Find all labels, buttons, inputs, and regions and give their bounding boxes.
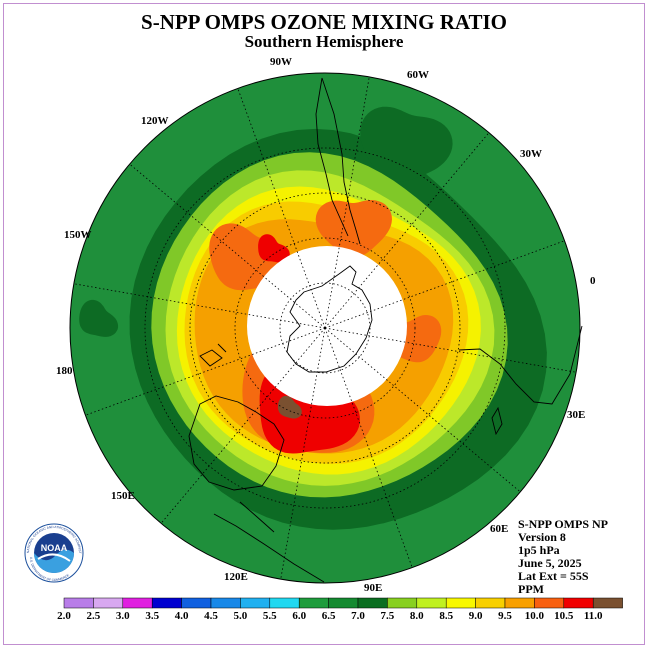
africa-coast bbox=[458, 325, 583, 405]
colorbar-tick-label: 8.0 bbox=[410, 610, 424, 622]
colorbar-tick-label: 2.5 bbox=[87, 610, 101, 622]
colorbar-swatch bbox=[63, 597, 94, 609]
colorbar-swatch bbox=[240, 597, 271, 609]
meridian-line bbox=[324, 327, 521, 493]
colorbar-swatch bbox=[357, 597, 388, 609]
figure-subtitle: Southern Hemisphere bbox=[244, 32, 404, 51]
longitude-label-150e: 150E bbox=[111, 490, 135, 502]
meridian-line bbox=[129, 163, 326, 329]
longitude-label-150w: 150W bbox=[64, 229, 92, 241]
colorbar-tick-label: 8.5 bbox=[439, 610, 453, 622]
colorbar-swatch bbox=[592, 597, 623, 609]
ozone-map-figure: S-NPP OMPS OZONE MIXING RATIO Southern H… bbox=[3, 3, 645, 645]
colorbar-tick-label: 2.0 bbox=[57, 610, 71, 622]
colorbar-swatch bbox=[504, 597, 535, 609]
longitude-label-90e: 90E bbox=[364, 582, 382, 594]
meridian-line bbox=[237, 88, 326, 329]
longitude-label-120e: 120E bbox=[224, 571, 248, 583]
colorbar-swatch bbox=[298, 597, 329, 609]
new-zealand-coast bbox=[199, 343, 227, 367]
meridian-line bbox=[160, 327, 326, 524]
colorbar-tick-label: 4.0 bbox=[175, 610, 189, 622]
latitude-circle bbox=[234, 237, 416, 419]
dark-green-patch-west bbox=[79, 299, 119, 337]
colorbar-tick-label: 4.5 bbox=[204, 610, 218, 622]
colorbar-tick-label: 6.5 bbox=[322, 610, 336, 622]
figure-title: S-NPP OMPS OZONE MIXING RATIO bbox=[141, 10, 507, 34]
info-pressure-level: 1p5 hPa bbox=[518, 543, 560, 557]
colorbar-tick-label: 9.0 bbox=[469, 610, 483, 622]
colorbar-tick-label: 7.0 bbox=[351, 610, 365, 622]
colorbar-tick-label: 5.0 bbox=[234, 610, 248, 622]
longitude-label-120w: 120W bbox=[141, 115, 169, 127]
colorbar-swatch bbox=[387, 597, 418, 609]
colorbar-tick-label: 3.0 bbox=[116, 610, 130, 622]
info-lat-extent: Lat Ext = 55S bbox=[518, 569, 589, 583]
meridian-line bbox=[324, 327, 413, 568]
red-patch-northwest bbox=[258, 234, 290, 263]
coastlines bbox=[188, 77, 583, 583]
colorbar-swatch bbox=[416, 597, 447, 609]
latitude-circle bbox=[144, 147, 506, 509]
longitude-label-30w: 30W bbox=[520, 148, 542, 160]
colorbar-swatch bbox=[210, 597, 241, 609]
longitude-label-0: 0 bbox=[590, 275, 596, 287]
graticule bbox=[69, 72, 581, 584]
meridian-line bbox=[324, 76, 370, 329]
south-america-coast bbox=[315, 77, 361, 245]
info-units: PPM bbox=[518, 582, 544, 596]
colorbar-swatch bbox=[181, 597, 212, 609]
longitude-label-30e: 30E bbox=[567, 409, 585, 421]
meridian-line bbox=[324, 240, 565, 329]
meridian-line bbox=[73, 283, 326, 329]
australia-coast bbox=[188, 395, 285, 491]
colorbar-swatch bbox=[151, 597, 182, 609]
colorbar-swatch bbox=[269, 597, 300, 609]
noaa-logo: NOAA NATIONAL OCEANIC AND ATMOSPHERIC AD… bbox=[24, 523, 84, 583]
madagascar-coast bbox=[491, 406, 503, 436]
colorbar-swatch bbox=[445, 597, 476, 609]
asia-coast bbox=[213, 501, 325, 583]
colorbar-swatch bbox=[534, 597, 565, 609]
colorbar-tick-label: 10.5 bbox=[554, 610, 574, 622]
meridian-line bbox=[324, 132, 490, 329]
longitude-label-60w: 60W bbox=[407, 69, 429, 81]
colorbar-tick-label: 5.5 bbox=[263, 610, 277, 622]
info-instrument: S-NPP OMPS NP bbox=[518, 517, 608, 531]
longitude-labels: 0 30W 60W 90W 120W 150W 180 150E 120E 90E 60E 30E bbox=[56, 56, 596, 594]
red-orange-patch-north bbox=[315, 200, 392, 257]
missing-data-hole bbox=[247, 246, 407, 406]
colorbar-swatch bbox=[563, 597, 594, 609]
info-date: June 5, 2025 bbox=[518, 556, 582, 570]
longitude-label-60e: 60E bbox=[490, 523, 508, 535]
noaa-logo-text: NOAA bbox=[41, 543, 68, 553]
polar-map: 0 30W 60W 90W 120W 150W 180 150E 120E 90E 60E 30E bbox=[56, 56, 596, 594]
map-boundary bbox=[69, 72, 581, 584]
brown-maximum bbox=[277, 395, 302, 419]
colorbar-tick-label: 3.5 bbox=[145, 610, 159, 622]
colorbar-tick-label: 9.5 bbox=[498, 610, 512, 622]
colorbar-tick-label: 10.0 bbox=[525, 610, 545, 622]
longitude-label-90w: 90W bbox=[270, 56, 292, 68]
colorbar-swatch bbox=[328, 597, 359, 609]
meridian-line bbox=[324, 327, 577, 373]
meridian-line bbox=[85, 327, 326, 416]
colorbar-swatch bbox=[475, 597, 506, 609]
meridian-line bbox=[280, 327, 326, 580]
colorbar-tick-label: 11.0 bbox=[584, 610, 603, 622]
colorbar-tick-label: 7.5 bbox=[381, 610, 395, 622]
info-version: Version 8 bbox=[518, 530, 566, 544]
dark-green-patch-north bbox=[360, 106, 453, 182]
colorbar-swatch bbox=[122, 597, 153, 609]
longitude-label-180: 180 bbox=[56, 365, 73, 377]
colorbar: 2.0 2.5 3.0 3.5 4.0 4.5 5.0 5.5 6.0 6.5 7.0 7.5 8.0 8… bbox=[57, 597, 623, 622]
latitude-circle bbox=[279, 282, 371, 374]
latitude-circle bbox=[189, 192, 461, 464]
colorbar-tick-label: 6.0 bbox=[292, 610, 306, 622]
colorbar-swatch bbox=[93, 597, 124, 609]
